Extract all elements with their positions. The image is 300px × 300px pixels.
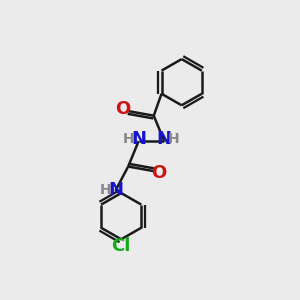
Text: H: H — [168, 132, 180, 146]
Text: O: O — [151, 164, 166, 182]
Text: N: N — [131, 130, 146, 148]
Text: Cl: Cl — [112, 237, 131, 255]
Text: N: N — [157, 130, 172, 148]
Text: H: H — [100, 183, 111, 196]
Text: H: H — [123, 132, 135, 146]
Text: O: O — [116, 100, 131, 118]
Text: N: N — [108, 181, 123, 199]
